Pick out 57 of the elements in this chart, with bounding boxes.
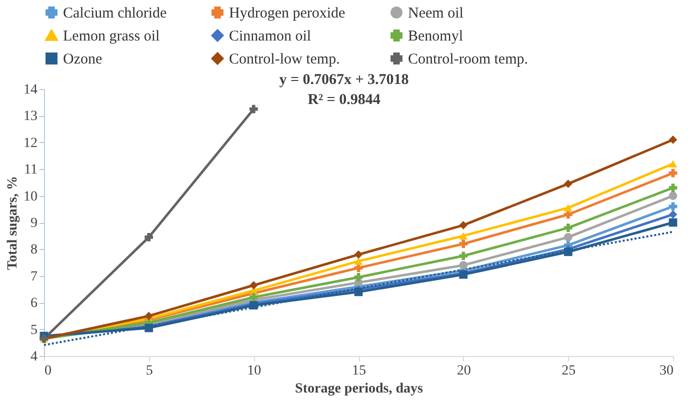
legend-label: Lemon grass oil bbox=[63, 28, 160, 44]
legend-label: Calcium chloride bbox=[63, 6, 168, 22]
x-tick-label: 5 bbox=[146, 364, 153, 378]
y-tick-label: 5 bbox=[30, 322, 38, 338]
y-tick-label: 7 bbox=[30, 269, 38, 284]
point bbox=[354, 258, 363, 265]
y-axis-title: Total sugars, % bbox=[6, 176, 20, 270]
legend-label: Neem oil bbox=[408, 6, 464, 22]
point bbox=[249, 104, 258, 114]
x-tick-label: 25 bbox=[562, 364, 576, 378]
point bbox=[459, 261, 468, 270]
point bbox=[144, 312, 154, 320]
y-tick-label: 9 bbox=[30, 216, 38, 231]
legend-label: Control-low temp. bbox=[229, 52, 340, 68]
legend-label: Ozone bbox=[63, 52, 102, 68]
point bbox=[459, 232, 468, 240]
point bbox=[668, 168, 678, 178]
x-tick-label: 0 bbox=[44, 364, 52, 378]
point bbox=[459, 220, 468, 230]
point bbox=[668, 136, 678, 144]
legend-label: Control-room temp. bbox=[408, 52, 528, 68]
y-tick-label: 10 bbox=[24, 189, 38, 204]
legend-label: Benomyl bbox=[408, 28, 463, 44]
y-tick-label: 6 bbox=[30, 296, 38, 312]
y-tick-label: 13 bbox=[24, 109, 38, 124]
point bbox=[144, 233, 154, 242]
y-tick-label: 14 bbox=[24, 82, 38, 98]
point bbox=[564, 233, 572, 242]
y-tick-label: 11 bbox=[24, 162, 38, 178]
y-tick-label: 12 bbox=[24, 136, 38, 151]
point bbox=[668, 160, 678, 168]
point bbox=[668, 210, 678, 219]
x-tick-label: 30 bbox=[660, 364, 674, 378]
text: y = 0.7067x + 3.7018 bbox=[279, 72, 409, 88]
x-axis-title: Storage periods, days bbox=[295, 382, 424, 396]
point bbox=[564, 248, 572, 256]
point bbox=[564, 224, 572, 232]
y-tick-label: 4 bbox=[30, 350, 38, 364]
point bbox=[564, 180, 572, 188]
point bbox=[668, 218, 678, 227]
point bbox=[459, 240, 468, 248]
point bbox=[564, 204, 572, 212]
legend-label: Cinnamon oil bbox=[229, 28, 312, 44]
point bbox=[354, 288, 363, 296]
point bbox=[249, 293, 258, 302]
point bbox=[668, 184, 678, 192]
point bbox=[668, 192, 678, 200]
x-tick-label: 20 bbox=[456, 364, 471, 378]
point bbox=[249, 281, 258, 290]
legend-label: Hydrogen peroxide bbox=[229, 6, 346, 22]
point bbox=[354, 273, 363, 282]
annotation: R² = 0.9844 bbox=[308, 92, 381, 108]
point bbox=[459, 252, 468, 260]
x-tick-label: 10 bbox=[247, 364, 262, 378]
point bbox=[354, 250, 363, 259]
y-tick-label: 8 bbox=[30, 242, 38, 258]
x-tick-label: 15 bbox=[352, 364, 366, 378]
